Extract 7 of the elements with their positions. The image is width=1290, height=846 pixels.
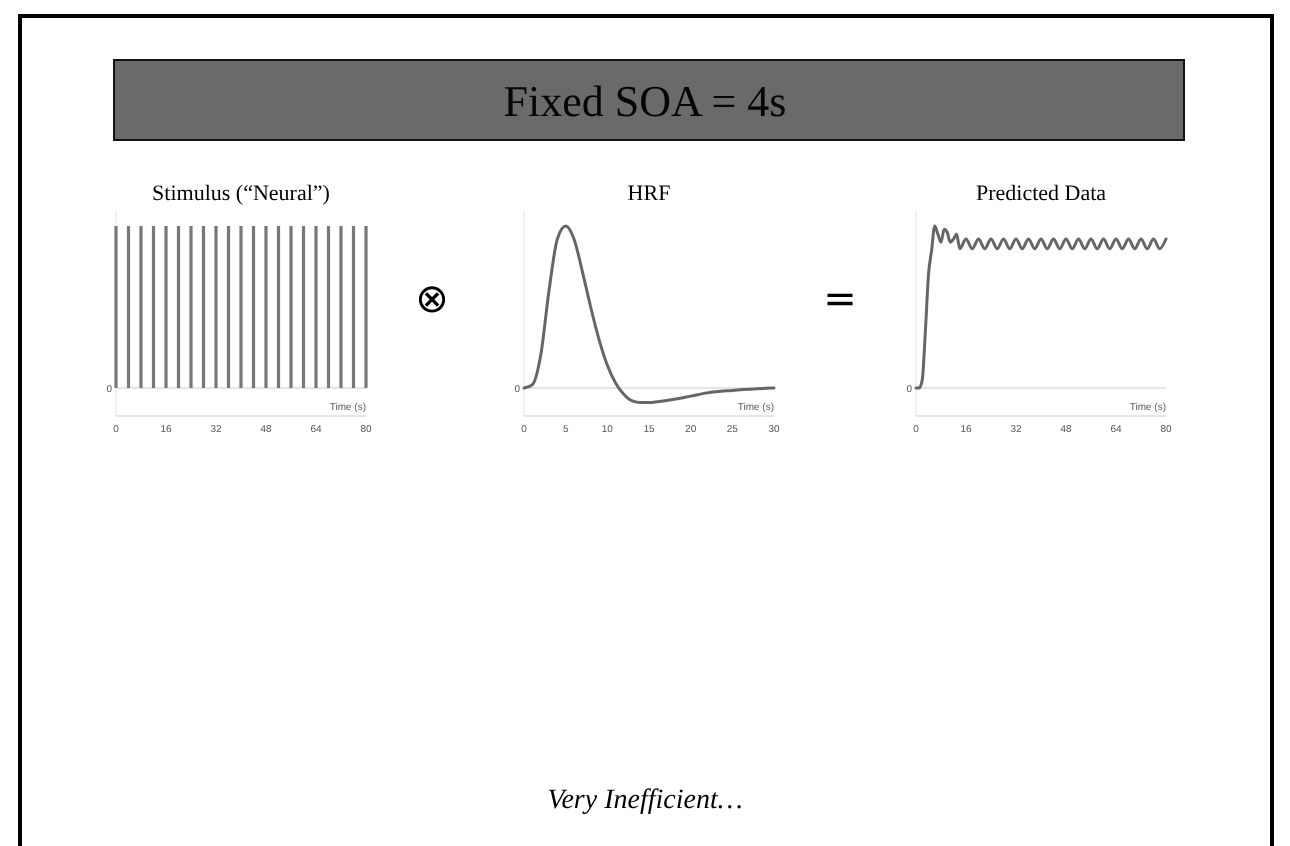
text: = bbox=[823, 274, 857, 322]
text: ⊗ bbox=[415, 274, 449, 322]
text: Fixed SOA = 4s bbox=[503, 76, 787, 126]
chart-title: Stimulus (“Neural”) bbox=[152, 182, 331, 206]
chart-title: HRF bbox=[627, 182, 671, 206]
chart-title: Predicted Data bbox=[975, 182, 1107, 206]
text: Very Inefficient… bbox=[547, 786, 743, 816]
